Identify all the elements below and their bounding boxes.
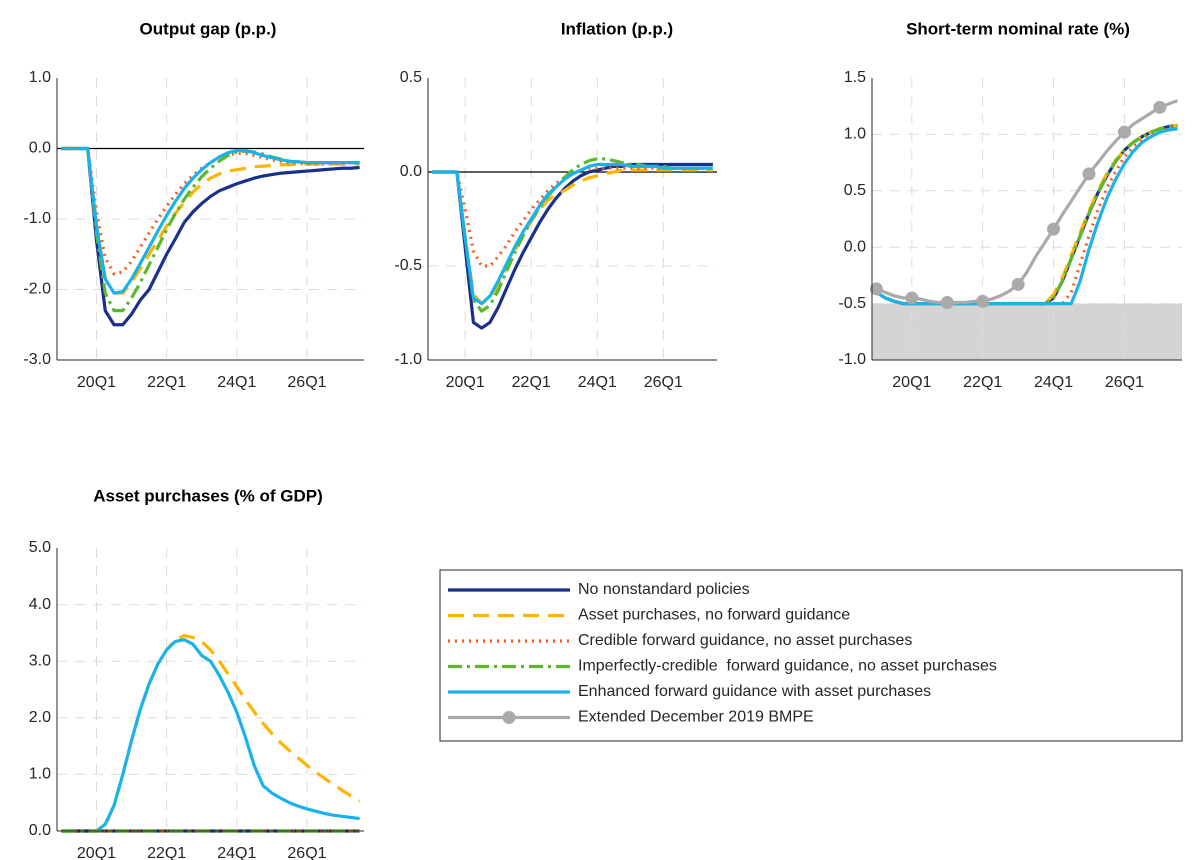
x-tick-label: 26Q1	[644, 374, 683, 391]
series-marker	[869, 282, 883, 296]
y-tick-label: 2.0	[29, 709, 51, 726]
panel: Output gap (p.p.) -3.0 -2.0 -1.0 0.0 1.0 20Q1 2…	[23, 19, 364, 391]
y-tick-label: 0.0	[844, 238, 866, 255]
y-tick-label: 0.0	[29, 140, 51, 157]
legend-label: Credible forward guidance, no asset purc…	[578, 632, 912, 649]
y-tick-label: 0.0	[400, 163, 422, 180]
x-tick-label: 22Q1	[147, 374, 186, 391]
y-tick-label: 0.5	[844, 182, 866, 199]
series-line	[61, 146, 360, 295]
legend: No nonstandard policies Asset purchases, …	[439, 569, 1183, 742]
series-marker	[1011, 277, 1025, 291]
y-tick-label: -0.5	[838, 295, 866, 312]
x-tick-label: 20Q1	[446, 374, 485, 391]
series-marker	[1047, 222, 1061, 236]
x-tick-label: 24Q1	[217, 374, 256, 391]
y-tick-label: 0.5	[400, 69, 422, 86]
series-line	[61, 146, 360, 276]
x-tick-label: 24Q1	[578, 374, 617, 391]
legend-label: Asset purchases, no forward guidance	[578, 607, 850, 624]
y-tick-label: -1.0	[838, 351, 866, 368]
panel: Inflation (p.p.) -1.0 -0.5 0.0 0.5 20Q1 22Q1 24…	[394, 19, 717, 391]
series-line	[61, 146, 360, 313]
x-tick-label: 24Q1	[217, 845, 256, 860]
series-marker	[905, 291, 919, 305]
y-tick-label: -2.0	[23, 281, 51, 298]
legend-label: Imperfectly-credible forward guidance, n…	[578, 658, 997, 675]
series-line	[875, 127, 1178, 306]
legend-label: Extended December 2019 BMPE	[578, 709, 814, 726]
chart-title: Asset purchases (% of GDP)	[93, 486, 323, 505]
y-tick-label: -1.0	[394, 351, 422, 368]
y-tick-label: 0.0	[29, 822, 51, 839]
series-line	[432, 168, 713, 306]
chart-title: Short-term nominal rate (%)	[906, 19, 1130, 38]
chart-title: Output gap (p.p.)	[140, 19, 277, 38]
series-marker	[1082, 167, 1096, 181]
x-tick-label: 22Q1	[147, 845, 186, 860]
y-tick-label: 1.0	[29, 69, 51, 86]
x-tick-label: 22Q1	[963, 374, 1002, 391]
x-tick-label: 20Q1	[77, 374, 116, 391]
y-tick-label: -3.0	[23, 351, 51, 368]
y-tick-label: 4.0	[29, 596, 51, 613]
series-marker	[1117, 125, 1131, 139]
y-tick-label: 1.5	[844, 69, 866, 86]
chart-title: Inflation (p.p.)	[561, 19, 673, 38]
series-line	[432, 162, 713, 306]
legend-label: Enhanced forward guidance with asset pur…	[578, 683, 931, 700]
series-line	[432, 162, 713, 330]
y-tick-label: 1.0	[29, 766, 51, 783]
y-tick-label: 3.0	[29, 652, 51, 669]
series-line	[875, 99, 1179, 305]
legend-marker	[502, 711, 516, 724]
series-line	[61, 634, 361, 833]
x-tick-label: 24Q1	[1034, 374, 1073, 391]
y-tick-label: 1.0	[844, 126, 866, 143]
x-tick-label: 20Q1	[892, 374, 931, 391]
legend-label: No nonstandard policies	[578, 581, 750, 598]
series-line	[61, 146, 360, 327]
shaded-region	[872, 303, 1182, 360]
series-marker	[940, 295, 954, 309]
series-marker	[976, 294, 990, 308]
y-tick-label: -0.5	[394, 257, 422, 274]
x-tick-label: 20Q1	[77, 845, 116, 860]
x-tick-label: 26Q1	[1105, 374, 1144, 391]
x-tick-label: 22Q1	[512, 374, 551, 391]
y-tick-label: 5.0	[29, 539, 51, 556]
panel: Asset purchases (% of GDP) 0.0 1.0 2.0 3.0 4.…	[29, 486, 364, 860]
series-marker	[1153, 100, 1167, 114]
x-tick-label: 26Q1	[287, 374, 326, 391]
x-tick-label: 26Q1	[287, 845, 326, 860]
legend-box	[439, 569, 1183, 742]
y-tick-label: -1.0	[23, 210, 51, 227]
panel: Short-term nominal rate (%) -1.0 -0.5 0.0 0.…	[838, 19, 1182, 391]
series-line	[61, 638, 360, 833]
